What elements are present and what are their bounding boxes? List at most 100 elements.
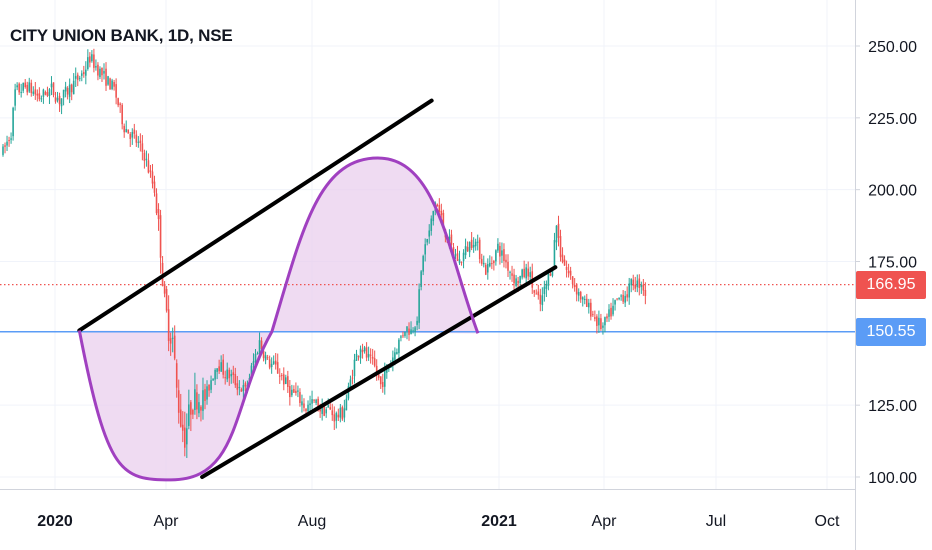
candle-body (125, 129, 128, 132)
candle-body (466, 246, 469, 252)
candle-body (38, 93, 41, 100)
candle-body (214, 369, 216, 380)
candle-body (549, 273, 552, 276)
candle-body (260, 340, 263, 350)
candle-body (4, 145, 6, 147)
candle-body (135, 134, 138, 143)
candle-body (60, 98, 63, 107)
candle-body (337, 414, 340, 418)
candle-body (579, 291, 582, 300)
candle-body (357, 355, 360, 357)
cup-arc-curve (77, 156, 480, 482)
candle-body (400, 336, 402, 338)
candle-body (606, 316, 608, 319)
candle-body (351, 377, 354, 379)
candle-body (602, 325, 604, 328)
price-axis[interactable]: 250.00 225.00 200.00 175.00 125.00 100.00 (855, 39, 917, 487)
candle-body (204, 389, 206, 401)
candle-body (577, 291, 580, 296)
candle-body (569, 270, 572, 276)
candle-body (581, 297, 584, 300)
candle-body (616, 298, 618, 300)
candle-body (169, 338, 172, 344)
candle-body (105, 68, 107, 86)
candle-body (375, 365, 378, 375)
candle-body (151, 171, 154, 184)
candle-body (34, 89, 37, 95)
candle-body (442, 212, 445, 227)
candle-body (313, 399, 315, 401)
candle-body (620, 295, 622, 297)
candle-body (252, 361, 255, 365)
candle-body (529, 272, 532, 278)
candle-body (600, 318, 602, 330)
candle-body (270, 363, 273, 368)
candle-body (622, 294, 624, 302)
candle-body (505, 259, 507, 263)
candle-body (381, 382, 384, 388)
candle-body (93, 54, 95, 68)
candle-body (2, 146, 4, 155)
candle-body (74, 76, 77, 79)
candle-body (509, 271, 511, 273)
candle-body (145, 158, 148, 160)
candle-body (454, 254, 457, 256)
candle-body (268, 359, 271, 368)
candle-body (194, 389, 196, 410)
candle-body (355, 353, 358, 361)
time-axis[interactable]: 2020 Apr Aug 2021 Apr Jul Oct (37, 513, 840, 530)
candle-body (436, 204, 439, 207)
candle-body (311, 399, 313, 404)
candle-body (179, 409, 182, 427)
candle-body (48, 89, 51, 97)
candle-body (208, 384, 210, 391)
horizontal-line-price-tag: 150.55 (856, 317, 926, 346)
candle-body (153, 181, 156, 193)
time-tick-label: Aug (298, 513, 326, 530)
candle-body (299, 392, 301, 403)
candle-body (341, 406, 344, 420)
candle-body (585, 298, 588, 308)
candle-body (386, 367, 388, 373)
candle-body (557, 223, 560, 238)
candle-body (565, 266, 568, 271)
candle-body (129, 134, 132, 139)
candle-body (240, 389, 243, 392)
candle-body (367, 353, 370, 358)
candle-body (474, 241, 477, 247)
candle-body (428, 230, 431, 237)
candle-body (480, 258, 483, 264)
candle-body (513, 274, 515, 284)
candle-body (547, 273, 550, 286)
candle-body (30, 82, 33, 94)
candle-body (430, 218, 433, 231)
candle-body (238, 386, 241, 389)
candle-body (365, 347, 368, 358)
candle-body (95, 66, 97, 68)
time-tick-label: Apr (592, 513, 618, 530)
channel-upper-line (77, 98, 434, 333)
candle-body (452, 247, 455, 255)
candle-body (282, 374, 285, 385)
candle-body (604, 317, 606, 326)
candle-body (62, 89, 65, 98)
candle-body (515, 278, 517, 286)
candle-body (541, 295, 544, 306)
candle-body (280, 375, 283, 377)
candle-body (230, 373, 233, 377)
candle-body (377, 373, 380, 378)
candle-body (335, 412, 338, 421)
candle-body (228, 369, 231, 379)
candle-body (535, 293, 538, 295)
candle-body (495, 250, 497, 262)
candle-body (638, 278, 641, 289)
candle-body (422, 255, 424, 272)
candle-body (85, 69, 87, 76)
candle-body (250, 365, 253, 377)
candle-body (543, 286, 546, 295)
candle-body (20, 91, 22, 93)
candle-body (501, 250, 503, 256)
candle-body (315, 399, 317, 403)
candle-body (491, 263, 493, 265)
